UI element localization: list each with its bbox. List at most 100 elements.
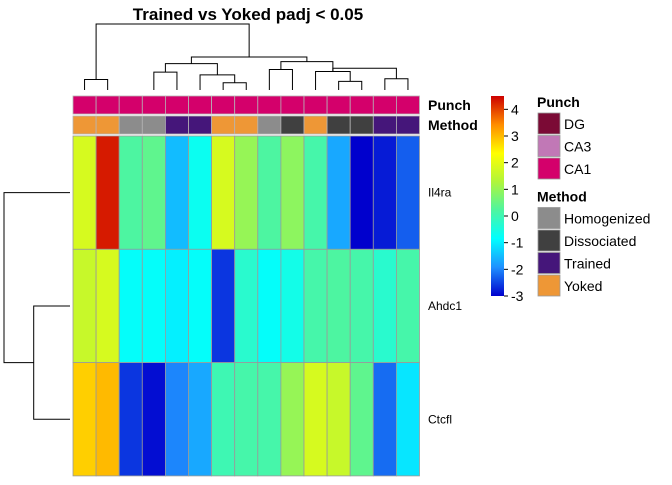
column-dendrogram-branch [338, 80, 363, 90]
legend-item-label: Dissociated [564, 233, 636, 249]
column-dendrogram-branch [268, 69, 293, 90]
column-dendrogram-branch [190, 56, 308, 64]
legend-swatch [537, 207, 561, 229]
heatmap-cell [395, 362, 420, 477]
heatmap-cell [188, 362, 213, 477]
annotation-cell [95, 95, 120, 115]
legend-item-label: CA3 [564, 139, 591, 155]
annotation-cell [141, 95, 166, 115]
legend-item-label: Homogenized [564, 211, 650, 227]
annotation-cell [164, 95, 189, 115]
heatmap-cell [395, 248, 420, 364]
legend-title-punch: Punch [537, 94, 580, 110]
annotation-cell [280, 115, 305, 135]
heatmap-cell [349, 362, 374, 477]
column-dendrogram-branch [384, 78, 409, 90]
heatmap-cell [141, 248, 166, 364]
heatmap-cell [257, 362, 282, 477]
annotation-cell [280, 95, 305, 115]
annotation-cell [395, 95, 420, 115]
heatmap-cell [257, 248, 282, 364]
heatmap-cell [95, 362, 120, 477]
legend-swatch [537, 112, 561, 135]
heatmap-cell [326, 248, 351, 364]
heatmap-cell [72, 135, 97, 250]
heatmap-cell [234, 135, 259, 250]
heatmap-cell [188, 135, 213, 250]
annotation-cell [326, 95, 351, 115]
colorbar-tick-label: 1 [511, 181, 519, 197]
annotation-cell [234, 115, 259, 135]
heatmap-cell [141, 135, 166, 250]
legend-item-label: Trained [564, 256, 611, 272]
heatmap-cell [372, 248, 397, 364]
colorbar-tick-label: 3 [511, 128, 519, 144]
colorbar-tick-label: 2 [511, 155, 519, 171]
annotation-label-punch: Punch [428, 97, 471, 113]
column-dendrogram-branch [153, 71, 178, 90]
row-label: Ahdc1 [428, 299, 462, 313]
legend-swatch [537, 229, 561, 252]
annotation-cell [188, 95, 213, 115]
legend-swatch [537, 274, 561, 297]
colorbar-tick-label: 0 [511, 208, 519, 224]
column-dendrogram-branch [315, 71, 351, 90]
row-label: Il4ra [428, 186, 452, 200]
legend-swatch [537, 135, 561, 157]
colorbar-tick-label: -2 [511, 261, 524, 277]
heatmap-cell [326, 135, 351, 250]
heatmap-cell [118, 362, 143, 477]
annotation-cell [72, 95, 97, 115]
annotation-cell [211, 115, 236, 135]
column-dendrogram-branch [332, 67, 397, 79]
row-dendrogram-branch [33, 305, 70, 420]
legend-title-method: Method [537, 189, 587, 205]
column-dendrogram-branch [95, 23, 250, 80]
heatmap-cell [372, 362, 397, 477]
annotation-cell [349, 115, 374, 135]
annotation-cell [211, 95, 236, 115]
annotation-cell [303, 95, 328, 115]
heatmap-cell [257, 135, 282, 250]
annotation-cell [349, 95, 374, 115]
column-dendrogram-branch [84, 78, 109, 90]
heatmap-cell [372, 135, 397, 250]
heatmap-cell [164, 248, 189, 364]
heatmap-cell [72, 362, 97, 477]
legend-item-label: CA1 [564, 161, 591, 177]
annotation-cell [95, 115, 120, 135]
heatmap-cell [118, 248, 143, 364]
annotation-cell [118, 115, 143, 135]
annotation-cell [372, 115, 397, 135]
annotation-cell [326, 115, 351, 135]
annotation-cell [188, 115, 213, 135]
legend-item-label: DG [564, 116, 585, 132]
heatmap-cell [303, 135, 328, 250]
heatmap-cell [211, 135, 236, 250]
colorbar-tick-label: -1 [511, 235, 524, 251]
heatmap-cell [349, 248, 374, 364]
annotation-cell [164, 115, 189, 135]
row-dendrogram-branch [3, 192, 70, 364]
column-dendrogram-branch [222, 82, 247, 90]
heatmap-cell [72, 248, 97, 364]
annotation-cell [395, 115, 420, 135]
annotation-cell [372, 95, 397, 115]
heatmap-cell [141, 362, 166, 477]
chart-title: Trained vs Yoked padj < 0.05 [133, 5, 363, 24]
legend-swatch [537, 157, 561, 180]
heatmap-cell [234, 362, 259, 477]
heatmap-cell [164, 362, 189, 477]
annotation-cell [72, 115, 97, 135]
heatmap-cell [326, 362, 351, 477]
annotation-cell [257, 115, 282, 135]
heatmap-cell [303, 248, 328, 364]
annotation-cell [234, 95, 259, 115]
heatmap-cell [280, 362, 305, 477]
heatmap-cell [280, 248, 305, 364]
heatmap-cell [118, 135, 143, 250]
heatmap-cell [95, 135, 120, 250]
heatmap-cell [280, 135, 305, 250]
